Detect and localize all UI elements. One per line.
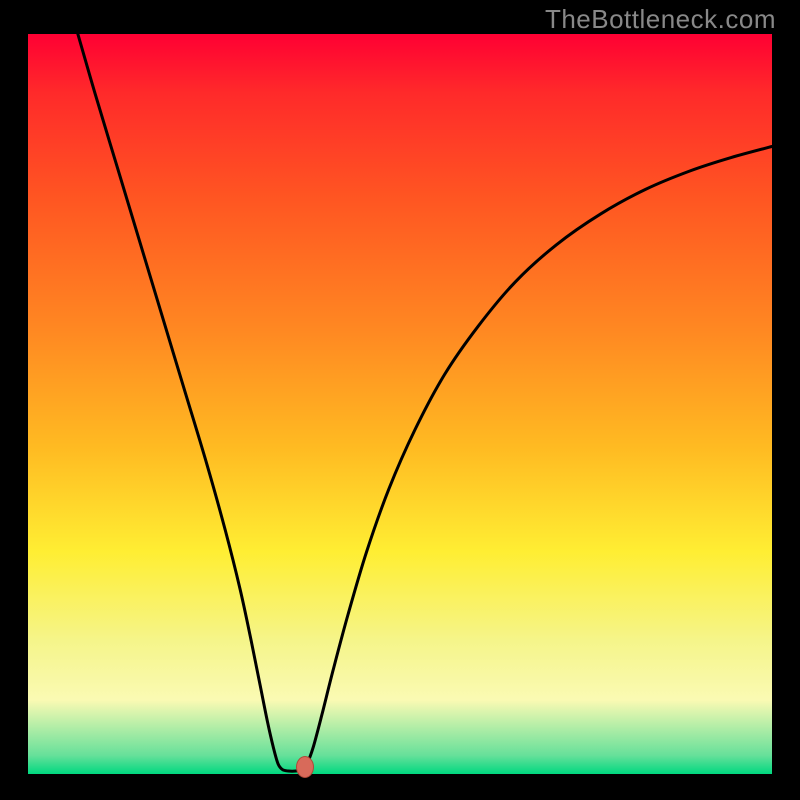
watermark-text: TheBottleneck.com <box>545 4 776 35</box>
optimum-marker <box>296 756 314 778</box>
curve-svg <box>28 34 772 774</box>
bottleneck-curve <box>78 34 772 771</box>
chart-frame: TheBottleneck.com <box>0 0 800 800</box>
plot-area <box>28 34 772 774</box>
